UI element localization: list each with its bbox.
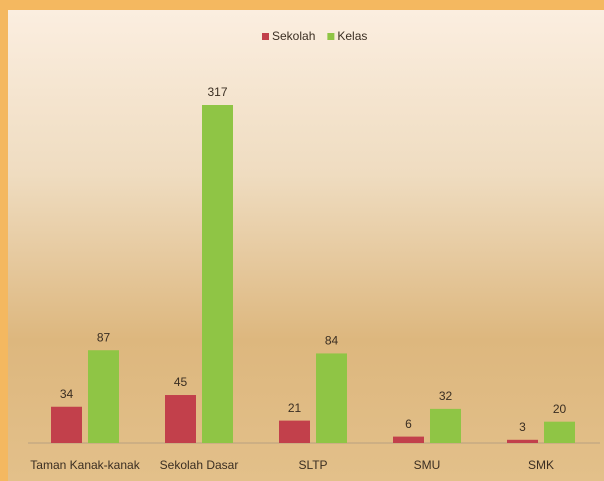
bar (279, 420, 310, 443)
x-tick-label: SLTP (298, 458, 327, 472)
value-label: 34 (60, 387, 74, 401)
value-label: 3 (519, 420, 526, 434)
bar (393, 436, 424, 443)
bar (316, 353, 347, 443)
value-label: 21 (288, 401, 302, 415)
value-label: 32 (439, 389, 453, 403)
legend-label: Sekolah (272, 29, 315, 43)
value-label: 6 (405, 417, 412, 431)
value-label: 45 (174, 375, 188, 389)
legend-swatch (262, 33, 269, 40)
value-label: 317 (207, 85, 227, 99)
bar (544, 421, 575, 443)
bar (202, 105, 233, 443)
x-tick-label: SMK (528, 458, 554, 472)
bar (51, 406, 82, 443)
legend-label: Kelas (337, 29, 367, 43)
x-tick-label: SMU (414, 458, 441, 472)
x-tick-label: Taman Kanak-kanak (30, 458, 140, 472)
value-label: 84 (325, 334, 339, 348)
value-label: 20 (553, 402, 567, 416)
legend-swatch (327, 33, 335, 40)
bar (88, 350, 119, 443)
value-label: 87 (97, 330, 111, 344)
bar (430, 408, 461, 443)
x-tick-label: Sekolah Dasar (160, 458, 239, 472)
bar (165, 395, 196, 443)
bar (507, 439, 538, 443)
